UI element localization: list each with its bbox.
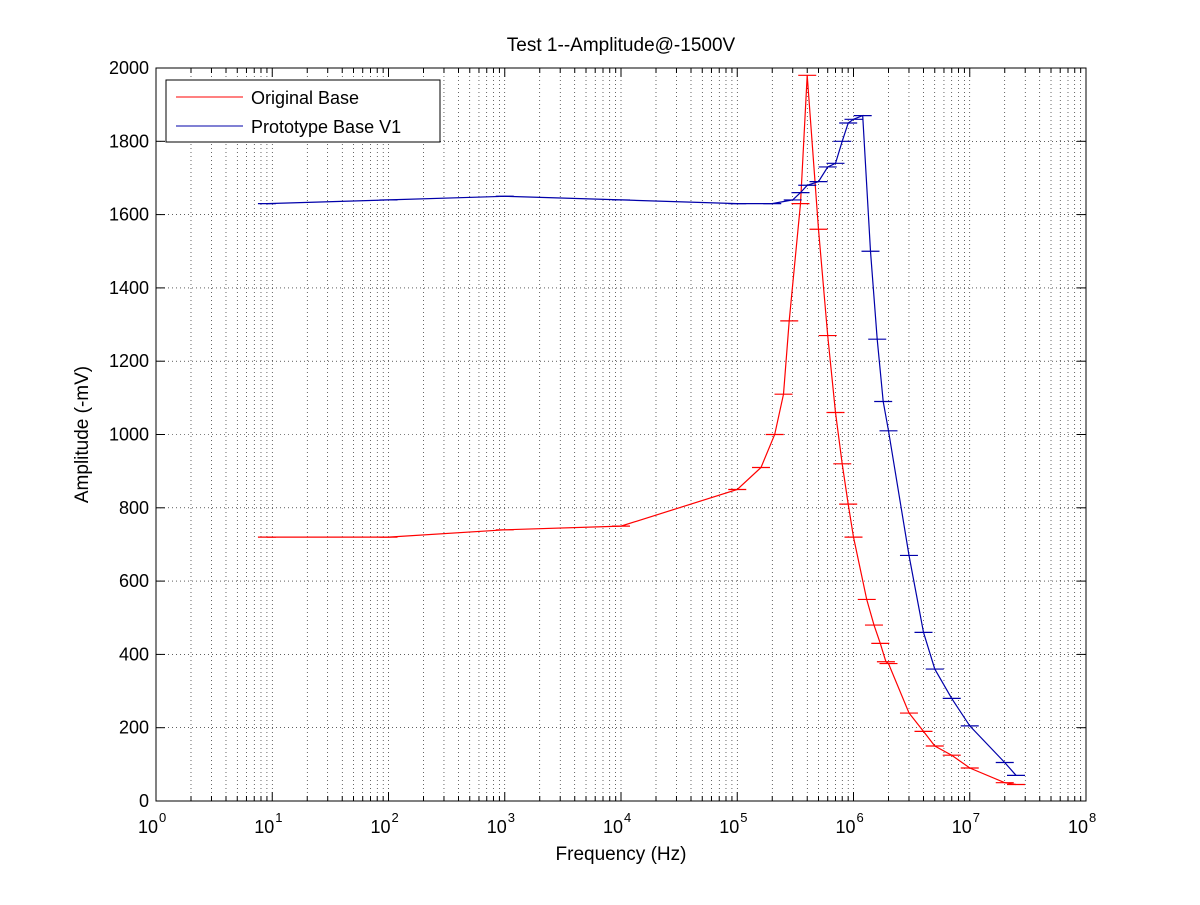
x-tick-label-base: 10 xyxy=(603,817,623,837)
x-axis-label: Frequency (Hz) xyxy=(556,844,687,865)
x-tick-label-base: 10 xyxy=(719,817,739,837)
y-tick-label: 600 xyxy=(119,571,149,591)
legend-box xyxy=(165,79,441,143)
y-tick-label: 1400 xyxy=(109,278,149,298)
chart-title: Test 1--Amplitude@-1500V xyxy=(507,35,736,56)
y-tick-label: 400 xyxy=(119,644,149,664)
x-tick-label: 10 6 xyxy=(835,810,863,837)
x-tick-label-exponent: 7 xyxy=(973,810,980,825)
x-tick-label-base: 10 xyxy=(254,817,274,837)
x-tick-label: 10 8 xyxy=(1068,810,1096,837)
grid-lines xyxy=(156,68,1086,801)
x-tick-labels: 10 0 10 1 10 2 10 3 10 4 10 5 10 6 10 7 10 8 xyxy=(138,810,1096,837)
x-tick-label: 10 2 xyxy=(370,810,398,837)
x-tick-label-base: 10 xyxy=(487,817,507,837)
x-tick-label-base: 10 xyxy=(952,817,972,837)
series-layer xyxy=(257,74,1026,786)
y-tick-label: 1800 xyxy=(109,131,149,151)
x-tick-label-base: 10 xyxy=(138,817,158,837)
x-tick-label-exponent: 1 xyxy=(275,810,282,825)
x-tick-label-exponent: 6 xyxy=(857,810,864,825)
y-tick-label: 1200 xyxy=(109,351,149,371)
x-tick-label-exponent: 5 xyxy=(740,810,747,825)
x-tick-label: 10 1 xyxy=(254,810,282,837)
y-tick-labels: 0 200 400 600 800 1000 1200 1400 1600 1800 2000 xyxy=(109,58,149,811)
y-axis-label: Amplitude (-mV) xyxy=(72,366,93,503)
y-tick-label: 0 xyxy=(139,791,149,811)
x-tick-label: 10 5 xyxy=(719,810,747,837)
x-tick-label: 10 7 xyxy=(952,810,980,837)
x-tick-label: 10 4 xyxy=(603,810,631,837)
x-tick-label-exponent: 2 xyxy=(392,810,399,825)
x-tick-label-base: 10 xyxy=(1068,817,1088,837)
y-tick-label: 2000 xyxy=(109,58,149,78)
legend-label-prototype-base-v1: Prototype Base V1 xyxy=(251,117,401,137)
y-tick-label: 1000 xyxy=(109,425,149,445)
legend-label-original-base: Original Base xyxy=(251,88,359,108)
x-tick-label-base: 10 xyxy=(835,817,855,837)
y-tick-label: 1600 xyxy=(109,205,149,225)
legend: Original Base Prototype Base V1 xyxy=(165,79,441,143)
x-tick-label-exponent: 0 xyxy=(159,810,166,825)
x-tick-label-exponent: 3 xyxy=(508,810,515,825)
y-tick-label: 200 xyxy=(119,718,149,738)
tick-marks xyxy=(155,67,1087,802)
x-tick-label: 10 3 xyxy=(487,810,515,837)
x-tick-label-exponent: 4 xyxy=(624,810,631,825)
x-tick-label: 10 0 xyxy=(138,810,166,837)
y-tick-label: 800 xyxy=(119,498,149,518)
x-tick-label-exponent: 8 xyxy=(1089,810,1096,825)
x-tick-label-base: 10 xyxy=(370,817,390,837)
